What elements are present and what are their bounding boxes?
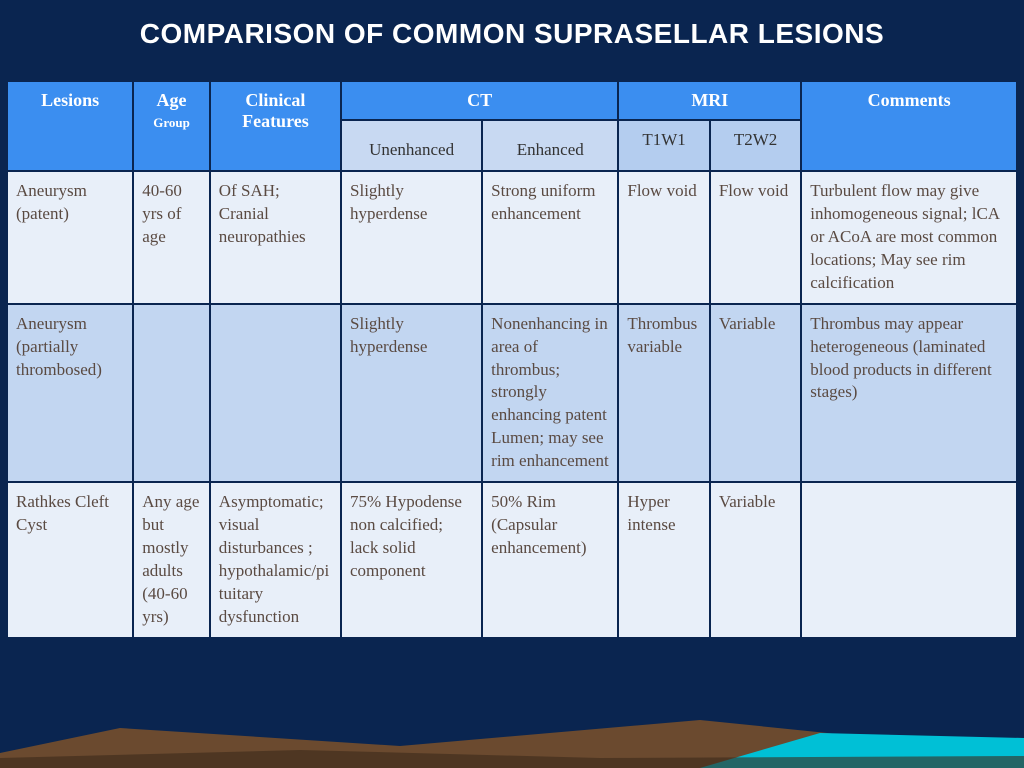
comparison-table: Lesions Age Group Clinical Features CT M…: [6, 80, 1018, 639]
cell-comments: [802, 483, 1016, 637]
col-comments: Comments: [802, 82, 1016, 170]
cell-age: Any age but mostly adults (40-60 yrs): [134, 483, 209, 637]
col-lesions: Lesions: [8, 82, 132, 170]
col-mri-t2: T2W2: [711, 121, 800, 170]
cell-lesion: Aneurysm (partially thrombosed): [8, 305, 132, 482]
col-age-sub: Group: [153, 115, 190, 130]
cell-ct-enhanced: Nonenhancing in area of thrombus; strong…: [483, 305, 617, 482]
page-title: COMPARISON OF COMMON SUPRASELLAR LESIONS: [0, 0, 1024, 80]
col-age: Age Group: [134, 82, 209, 170]
cell-mri-t2: Variable: [711, 305, 800, 482]
footer-decorative-shape: [0, 708, 1024, 768]
cell-mri-t1: Flow void: [619, 172, 708, 303]
cell-mri-t2: Variable: [711, 483, 800, 637]
col-ct: CT: [342, 82, 617, 119]
cell-age: 40-60 yrs of age: [134, 172, 209, 303]
cell-mri-t2: Flow void: [711, 172, 800, 303]
col-mri-t1: T1W1: [619, 121, 708, 170]
table-row: Aneurysm (patent) 40-60 yrs of age Of SA…: [8, 172, 1016, 303]
cell-mri-t1: Thrombus variable: [619, 305, 708, 482]
cell-comments: Turbulent flow may give inhomogeneous si…: [802, 172, 1016, 303]
cell-clinical: [211, 305, 340, 482]
cell-ct-unenhanced: Slightly hyperdense: [342, 172, 481, 303]
cell-lesion: Aneurysm (patent): [8, 172, 132, 303]
col-age-label: Age: [157, 90, 187, 110]
cell-age: [134, 305, 209, 482]
cell-lesion: Rathkes Cleft Cyst: [8, 483, 132, 637]
table-row: Aneurysm (partially thrombosed) Slightly…: [8, 305, 1016, 482]
col-clinical: Clinical Features: [211, 82, 340, 170]
cell-clinical: Asymptomatic; visual disturbances ; hypo…: [211, 483, 340, 637]
col-ct-unenhanced: Unenhanced: [342, 121, 481, 170]
col-mri: MRI: [619, 82, 800, 119]
cell-clinical: Of SAH; Cranial neuropathies: [211, 172, 340, 303]
cell-ct-unenhanced: Slightly hyperdense: [342, 305, 481, 482]
cell-ct-enhanced: 50% Rim (Capsular enhancement): [483, 483, 617, 637]
cell-ct-unenhanced: 75% Hypodense non calcified; lack solid …: [342, 483, 481, 637]
cell-mri-t1: Hyper intense: [619, 483, 708, 637]
cell-comments: Thrombus may appear heterogeneous (lamin…: [802, 305, 1016, 482]
col-ct-enhanced: Enhanced: [483, 121, 617, 170]
table-row: Rathkes Cleft Cyst Any age but mostly ad…: [8, 483, 1016, 637]
comparison-table-wrapper: Lesions Age Group Clinical Features CT M…: [0, 80, 1024, 639]
cell-ct-enhanced: Strong uniform enhancement: [483, 172, 617, 303]
